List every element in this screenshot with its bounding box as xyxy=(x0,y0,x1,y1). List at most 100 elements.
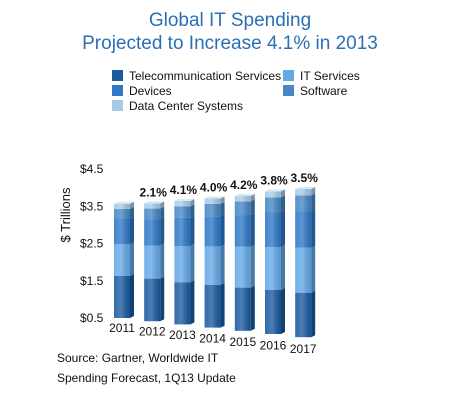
bar-segment-side xyxy=(190,244,195,283)
bar-segment-side xyxy=(130,217,134,245)
legend-swatch-software xyxy=(283,85,294,96)
bar-segment-sheen xyxy=(295,188,312,196)
bar-segment-side xyxy=(130,206,134,220)
legend-label-software: Software xyxy=(300,84,348,98)
bar-segment-sheen xyxy=(144,219,161,246)
bar-segment-side xyxy=(220,214,225,247)
growth-label: 2.1% xyxy=(140,185,168,199)
bar-segment-sheen xyxy=(174,206,191,218)
y-tick-label: $0.5 xyxy=(80,311,104,325)
bar-segment-sheen xyxy=(234,201,251,216)
bar-top xyxy=(265,189,285,192)
bar-segment-sheen xyxy=(174,282,191,325)
bar-segment-side xyxy=(130,201,134,209)
bar-segment-sheen xyxy=(144,278,161,322)
bar-segment-side xyxy=(311,186,316,196)
bar-segment-side xyxy=(160,206,165,220)
bar-segment-sheen xyxy=(265,289,281,334)
x-tick-label: 2014 xyxy=(199,332,226,346)
bar-segment-sheen xyxy=(204,216,221,247)
growth-label: 4.0% xyxy=(200,181,228,195)
bar-segment-sheen xyxy=(204,284,221,328)
x-tick-label: 2015 xyxy=(229,335,256,349)
y-axis-label: $ Trillions xyxy=(58,187,73,242)
bar-top xyxy=(144,201,165,204)
bar-segment-sheen xyxy=(265,247,281,290)
bar-segment-side xyxy=(130,242,134,276)
bar-segment-sheen xyxy=(174,201,191,207)
bar-segment-sheen xyxy=(174,246,191,283)
bar-segment-sheen xyxy=(234,287,251,331)
bar-segment-side xyxy=(250,213,255,247)
bar-segment-sheen xyxy=(114,203,130,209)
bar-segment-side xyxy=(190,215,195,247)
source-line-2: Spending Forecast, 1Q13 Update xyxy=(57,371,236,385)
bar-segment-side xyxy=(311,193,316,212)
bar-top xyxy=(295,186,316,189)
bar-segment-sheen xyxy=(295,292,312,338)
bar-segment-side xyxy=(220,244,225,285)
bar-segment-side xyxy=(281,195,285,213)
bar-segment-side xyxy=(220,282,225,328)
bar-top xyxy=(114,201,134,204)
bar-segment-sheen xyxy=(234,195,251,202)
x-tick-label: 2013 xyxy=(169,328,196,342)
bar-segment-side xyxy=(190,204,195,218)
bar-segment-sheen xyxy=(295,195,312,212)
bar-segment-sheen xyxy=(265,212,281,248)
bar-segment-sheen xyxy=(114,275,130,318)
growth-label: 3.5% xyxy=(291,171,319,185)
bar-segment-sheen xyxy=(204,198,221,204)
bar-segment-side xyxy=(250,193,255,202)
bar-segment-sheen xyxy=(234,246,251,288)
legend-label-it-services: IT Services xyxy=(300,69,360,83)
chart-title: Global IT Spending xyxy=(148,10,312,31)
bar-segment-sheen xyxy=(265,191,281,198)
bar-segment-side xyxy=(160,201,165,209)
legend-swatch-it-services xyxy=(283,70,294,81)
bar-segment-sheen xyxy=(174,217,191,247)
chart-subtitle: Projected to Increase 4.1% in 2013 xyxy=(82,33,378,54)
source-line-1: Source: Gartner, Worldwide IT xyxy=(57,351,219,365)
bar-segment-side xyxy=(130,273,134,318)
legend-swatch-data-center xyxy=(112,100,123,111)
bar-segment-side xyxy=(281,189,285,198)
bar-segment-sheen xyxy=(204,246,221,285)
bar-segment-side xyxy=(160,276,165,322)
bar-segment-side xyxy=(281,245,285,290)
bar-segment-side xyxy=(220,201,225,217)
bar-top xyxy=(174,199,195,202)
bar-segment-side xyxy=(250,199,255,216)
bar-segment-sheen xyxy=(114,208,130,220)
bar-segment-sheen xyxy=(114,244,130,276)
bar-segment-sheen xyxy=(295,247,312,293)
bar-segment-side xyxy=(160,243,165,279)
bar-segment-sheen xyxy=(144,245,161,279)
bar-segment-sheen xyxy=(114,219,130,245)
y-tick-label: $3.5 xyxy=(80,199,104,213)
legend-label-devices: Devices xyxy=(129,84,172,98)
bar-segment-side xyxy=(281,287,285,334)
bar-segment-side xyxy=(311,209,316,248)
bar-segment-sheen xyxy=(204,203,221,217)
bar-segment-sheen xyxy=(265,197,281,213)
y-tick-label: $1.5 xyxy=(80,274,104,288)
bar-segment-side xyxy=(311,245,316,293)
bar-segment-side xyxy=(311,290,316,338)
y-tick-label: $2.5 xyxy=(80,237,104,251)
legend-swatch-telecom xyxy=(112,70,123,81)
legend-label-telecom: Telecommunication Services xyxy=(129,69,282,83)
bar-top xyxy=(234,193,255,196)
legend-swatch-devices xyxy=(112,85,123,96)
x-tick-label: 2016 xyxy=(260,339,287,353)
growth-label: 3.8% xyxy=(260,173,288,187)
growth-label: 4.1% xyxy=(170,183,198,197)
bar-segment-side xyxy=(160,217,165,246)
bar-segment-side xyxy=(190,280,195,325)
y-tick-label: $4.5 xyxy=(80,162,104,176)
bar-segment-side xyxy=(250,244,255,288)
bar-segment-side xyxy=(281,210,285,248)
growth-label: 4.2% xyxy=(230,178,258,192)
bar-segment-sheen xyxy=(144,203,161,209)
bar-segment-sheen xyxy=(234,215,251,247)
